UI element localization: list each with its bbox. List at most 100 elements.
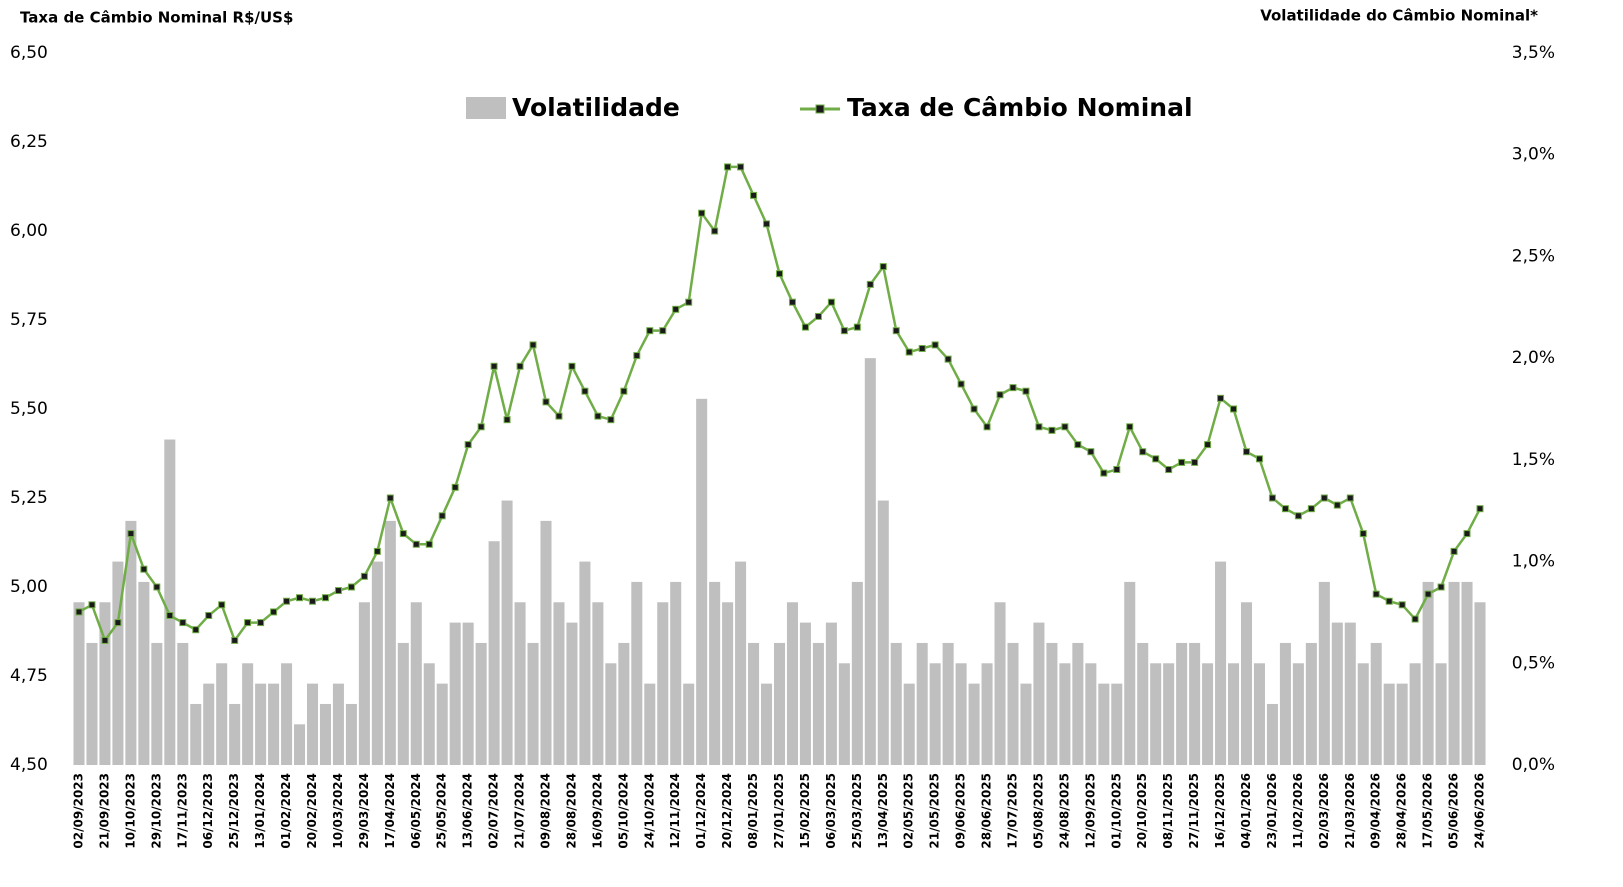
x-tick-label: 21/09/2023 — [97, 773, 111, 849]
marker — [996, 391, 1004, 399]
marker — [801, 323, 809, 331]
marker — [685, 298, 693, 306]
marker — [386, 494, 394, 502]
bar — [1409, 663, 1421, 765]
x-tick-label: 08/01/2025 — [746, 773, 760, 849]
bar — [618, 642, 630, 765]
x-tick-label: 21/03/2026 — [1343, 773, 1357, 849]
bar — [1383, 683, 1395, 765]
marker — [1333, 501, 1341, 509]
x-tick-label: 12/09/2025 — [1083, 773, 1097, 849]
x-tick-label: 09/06/2025 — [954, 773, 968, 849]
marker — [1009, 384, 1017, 392]
bar — [384, 520, 396, 765]
bar — [968, 683, 980, 765]
x-tick-label: 11/02/2026 — [1291, 773, 1305, 849]
bar — [1305, 642, 1317, 765]
bar — [1020, 683, 1032, 765]
marker — [296, 594, 304, 602]
x-tick-label: 06/12/2023 — [201, 773, 215, 849]
marker — [827, 298, 835, 306]
bar — [903, 683, 915, 765]
bar — [683, 683, 695, 765]
bar — [566, 622, 578, 765]
bar — [332, 683, 344, 765]
marker — [309, 597, 316, 605]
bar — [229, 703, 241, 765]
legend-swatch — [466, 97, 506, 119]
marker — [542, 398, 550, 406]
x-tick-label: 25/05/2024 — [435, 773, 449, 849]
bar — [462, 622, 474, 765]
line — [78, 165, 1482, 644]
x-tick-label: 16/09/2024 — [590, 773, 604, 849]
marker — [1372, 590, 1380, 598]
bar — [1072, 642, 1084, 765]
marker — [983, 423, 991, 431]
bar — [605, 663, 617, 765]
marker — [503, 416, 511, 424]
marker — [724, 163, 732, 171]
bar — [190, 703, 202, 765]
y-tick-label: 5,25 — [10, 488, 48, 508]
bar — [449, 622, 461, 765]
x-tick-label: 28/04/2026 — [1395, 773, 1409, 849]
marker — [244, 619, 252, 627]
y2-axis-title: Volatilidade do Câmbio Nominal* — [1260, 7, 1538, 25]
x-tick-label: 04/01/2026 — [1239, 773, 1253, 849]
bar — [1163, 663, 1175, 765]
marker — [607, 416, 615, 424]
marker — [1165, 466, 1173, 474]
x-tick-label: 25/12/2023 — [227, 773, 241, 849]
marker — [750, 191, 758, 199]
marker — [1074, 441, 1082, 449]
marker — [1152, 455, 1160, 463]
bar — [644, 683, 656, 765]
bar — [1228, 663, 1240, 765]
marker — [814, 312, 822, 320]
y-tick-label: 5,75 — [10, 310, 48, 330]
bar — [994, 602, 1006, 765]
bar — [657, 602, 669, 765]
bar — [877, 500, 889, 765]
bar — [397, 642, 409, 765]
bar — [1098, 683, 1110, 765]
marker — [373, 547, 381, 555]
bar — [475, 642, 487, 765]
bar — [890, 642, 902, 765]
marker — [412, 540, 420, 548]
marker — [321, 594, 329, 602]
marker — [1126, 423, 1134, 431]
bar — [216, 663, 228, 765]
x-tick-label: 29/10/2023 — [149, 773, 163, 849]
marker — [1281, 505, 1289, 513]
y2-tick-label: 3,0% — [1512, 145, 1555, 165]
bar — [631, 581, 643, 765]
bar — [1033, 622, 1045, 765]
x-tick-label: 17/07/2025 — [1006, 773, 1020, 849]
y-tick-label: 6,00 — [10, 221, 48, 241]
x-tick-label: 20/02/2024 — [305, 773, 319, 849]
bar — [1396, 683, 1408, 765]
bar — [1059, 663, 1071, 765]
bar — [1007, 642, 1019, 765]
marker — [866, 280, 874, 288]
marker — [166, 611, 174, 619]
bar — [955, 663, 967, 765]
legend-marker — [815, 104, 825, 114]
bar — [786, 602, 798, 765]
x-tick-label: 10/03/2024 — [331, 773, 345, 849]
bar — [1111, 683, 1123, 765]
bar — [1331, 622, 1343, 765]
marker — [399, 530, 407, 538]
marker — [737, 163, 745, 171]
x-tick-label: 17/04/2024 — [383, 773, 397, 849]
marker — [1243, 448, 1250, 456]
marker — [490, 362, 498, 370]
marker — [516, 362, 524, 370]
bar — [709, 581, 721, 765]
x-tick-label: 21/07/2024 — [513, 773, 527, 849]
bar — [345, 703, 357, 765]
bar — [423, 663, 435, 765]
bar — [527, 642, 539, 765]
